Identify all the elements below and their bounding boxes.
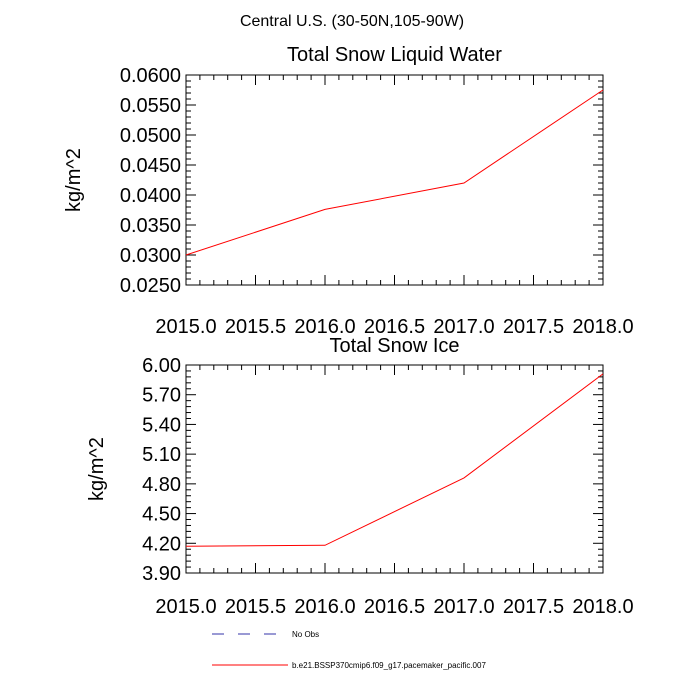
y-tick-label: 0.0500 <box>120 125 181 147</box>
y-tick-label: 0.0350 <box>120 215 181 237</box>
y-tick-label: 4.20 <box>142 533 181 555</box>
x-tick-label: 2016.0 <box>294 596 355 618</box>
panel-title: Total Snow Liquid Water <box>287 44 502 66</box>
y-tick-label: 4.80 <box>142 474 181 496</box>
x-tick-label: 2017.0 <box>433 316 494 338</box>
plot-frame <box>185 364 604 574</box>
y-tick-label: 5.10 <box>142 444 181 466</box>
y-axis-label: kg/m^2 <box>63 148 85 212</box>
x-tick-label: 2016.5 <box>364 596 425 618</box>
x-tick-label: 2015.0 <box>155 316 216 338</box>
y-tick-label: 0.0450 <box>120 155 181 177</box>
y-tick-label: 5.40 <box>142 414 181 436</box>
legend-label: No Obs <box>292 630 319 639</box>
legend: No Obs b.e21.BSSP370cmip6.f09_g17.pacemak… <box>212 630 486 670</box>
y-tick-label: 3.90 <box>142 563 181 585</box>
x-tick-label: 2018.0 <box>572 596 633 618</box>
x-tick-label: 2015.5 <box>225 596 286 618</box>
x-tick-label: 2016.5 <box>364 316 425 338</box>
panel-title: Total Snow Ice <box>329 335 459 357</box>
y-tick-label: 4.50 <box>142 504 181 526</box>
x-tick-label: 2017.0 <box>433 596 494 618</box>
series-line <box>185 373 604 547</box>
panel-2: Total Snow Ice kg/m^2 2015.0 2015.5 2016.0 20… <box>86 335 634 618</box>
x-tick-label: 2015.0 <box>155 596 216 618</box>
series-line <box>185 89 604 256</box>
y-tick-label: 0.0550 <box>120 95 181 117</box>
y-tick-label: 5.70 <box>142 385 181 407</box>
x-tick-label: 2018.0 <box>572 316 633 338</box>
main-title: Central U.S. (30-50N,105-90W) <box>240 13 464 30</box>
y-tick-label: 0.0250 <box>120 275 181 297</box>
x-tick-label: 2017.5 <box>503 596 564 618</box>
plot-frame <box>185 74 604 286</box>
x-tick-label: 2016.0 <box>294 316 355 338</box>
y-tick-label: 6.00 <box>142 355 181 377</box>
y-tick-label: 0.0300 <box>120 245 181 267</box>
y-tick-label: 0.0600 <box>120 65 181 87</box>
x-tick-label: 2017.5 <box>503 316 564 338</box>
x-tick-label: 2015.5 <box>225 316 286 338</box>
y-tick-label: 0.0400 <box>120 185 181 207</box>
y-axis-label: kg/m^2 <box>86 437 108 501</box>
legend-label: b.e21.BSSP370cmip6.f09_g17.pacemaker_pac… <box>292 661 486 670</box>
panel-1: Total Snow Liquid Water kg/m^2 2015.0 2015.… <box>63 44 634 338</box>
